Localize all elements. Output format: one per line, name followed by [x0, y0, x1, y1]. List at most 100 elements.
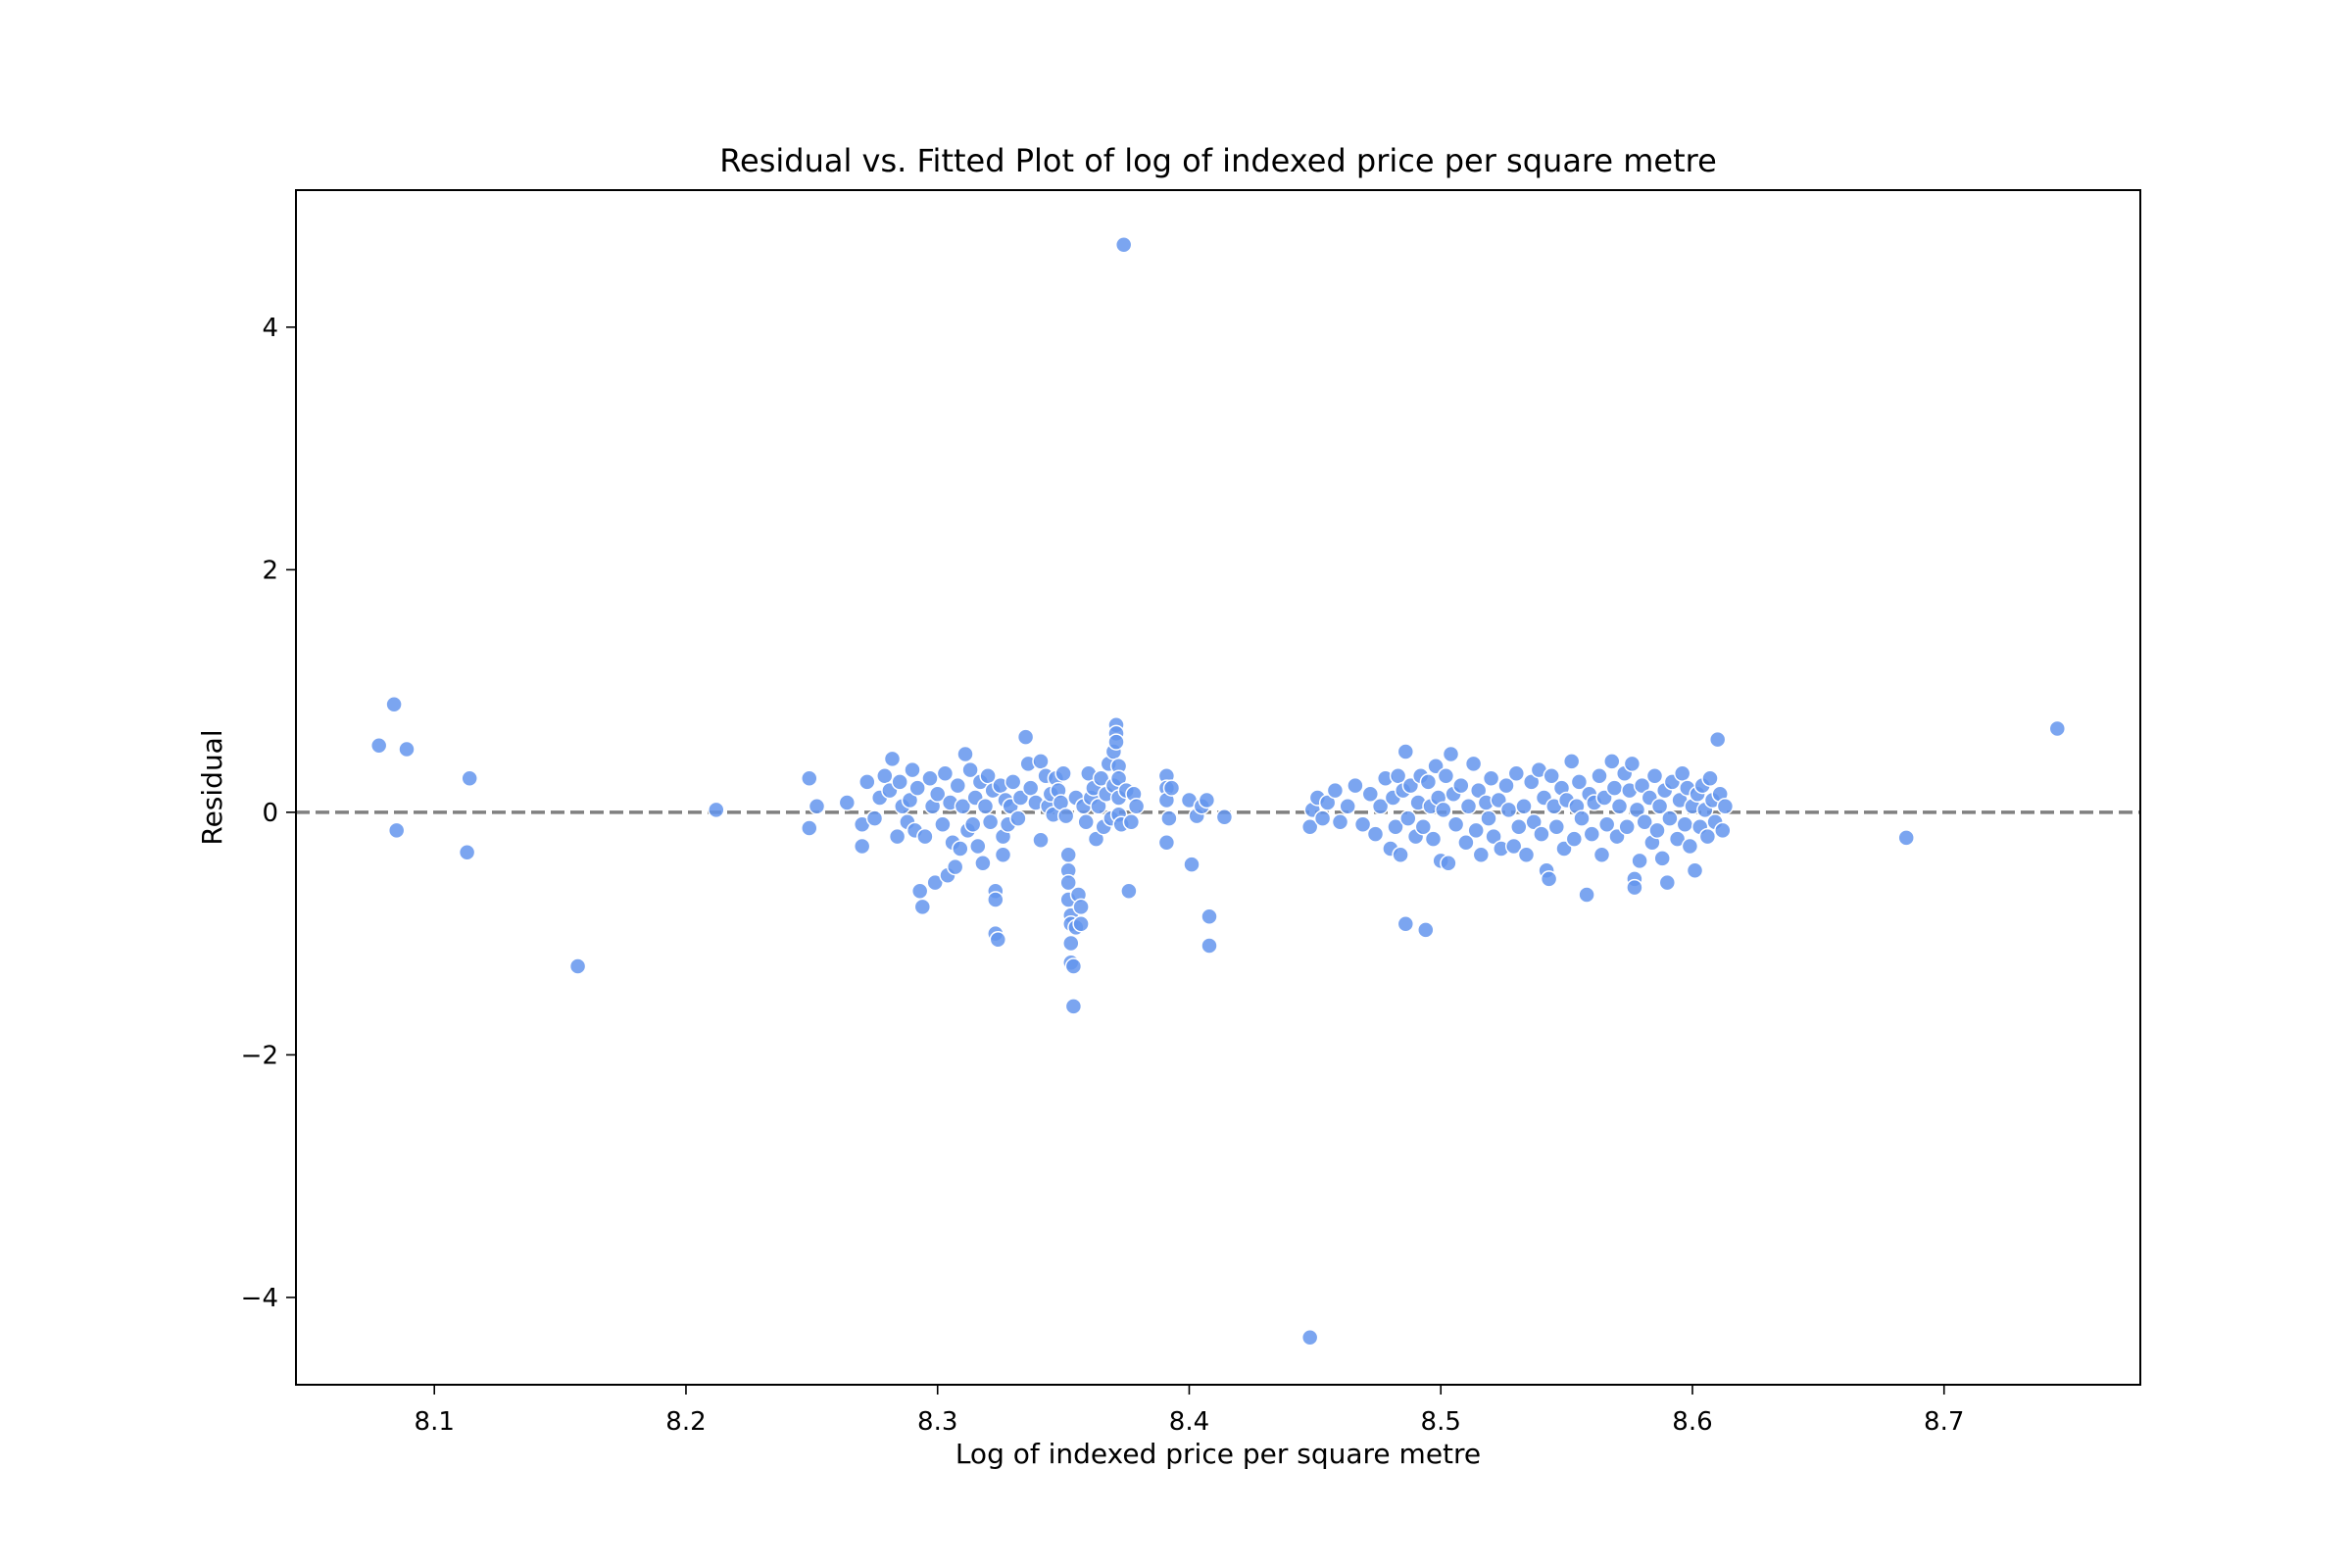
- scatter-point: [921, 769, 939, 787]
- scatter-point: [1543, 766, 1560, 785]
- scatter-point: [974, 855, 992, 872]
- scatter-point: [1653, 850, 1671, 867]
- scatter-point: [1499, 801, 1518, 819]
- scatter-point: [461, 769, 478, 787]
- scatter-point: [1331, 813, 1349, 831]
- scatter-point: [801, 769, 818, 787]
- scatter-point: [1318, 794, 1337, 811]
- x-tick-label: 8.7: [1924, 1407, 1964, 1437]
- scatter-point: [1464, 755, 1483, 773]
- scatter-point: [1714, 821, 1732, 840]
- scatter-point: [1016, 728, 1035, 746]
- scatter-point: [1457, 834, 1475, 852]
- scatter-point: [1127, 797, 1146, 815]
- scatter-point: [1668, 830, 1687, 848]
- x-tick-label: 8.1: [415, 1407, 455, 1437]
- scatter-point: [1064, 957, 1083, 975]
- scatter-point: [1573, 809, 1591, 827]
- x-tick-label: 8.4: [1169, 1407, 1209, 1437]
- scatter-point: [808, 797, 826, 815]
- scatter-point: [1361, 785, 1380, 804]
- scatter-point: [1648, 821, 1666, 840]
- scatter-point: [1716, 797, 1735, 815]
- scatter-point: [961, 760, 979, 779]
- scatter-point: [858, 773, 876, 791]
- scatter-point: [1626, 878, 1643, 897]
- scatter-point: [801, 819, 818, 837]
- scatter-point: [2048, 719, 2067, 738]
- scatter-point: [989, 931, 1007, 949]
- scatter-point: [1592, 846, 1611, 863]
- scatter-point: [1562, 753, 1581, 770]
- scatter-point: [1072, 898, 1090, 916]
- scatter-point: [1673, 764, 1691, 783]
- scatter-point: [1522, 773, 1541, 791]
- scatter-point: [1414, 817, 1433, 836]
- scatter-point: [1507, 764, 1526, 783]
- scatter-point: [1597, 815, 1616, 833]
- scatter-point: [1497, 776, 1515, 795]
- scatter-points: [369, 235, 2067, 1347]
- scatter-point: [1661, 809, 1679, 827]
- x-tick-label: 8.2: [665, 1407, 706, 1437]
- scatter-point: [901, 791, 919, 809]
- scatter-point: [1618, 817, 1636, 836]
- x-axis-ticks: 8.1 8.2 8.3 8.4 8.5 8.6 8.7: [415, 1385, 1964, 1437]
- scatter-point: [1578, 886, 1595, 904]
- scatter-point: [1120, 882, 1138, 901]
- scatter-point: [568, 957, 587, 975]
- scatter-point: [913, 898, 932, 916]
- scatter-point: [1056, 807, 1075, 825]
- scatter-point: [1605, 779, 1624, 797]
- scatter-point: [910, 882, 929, 901]
- scatter-point: [1623, 755, 1642, 773]
- scatter-point: [1583, 825, 1601, 843]
- scatter-point: [1215, 808, 1234, 826]
- scatter-point: [1162, 779, 1181, 797]
- scatter-point: [1698, 827, 1717, 846]
- scatter-point: [1504, 837, 1523, 856]
- scatter-point: [1092, 769, 1110, 787]
- y-axis-label: Residual: [196, 729, 228, 845]
- scatter-point: [888, 827, 906, 846]
- scatter-point: [1064, 998, 1083, 1015]
- scatter-point: [387, 821, 406, 840]
- scatter-point: [928, 785, 947, 804]
- scatter-point: [1009, 809, 1027, 827]
- y-tick-label: 2: [262, 556, 278, 585]
- scatter-point: [1313, 809, 1332, 827]
- scatter-point: [1114, 235, 1133, 254]
- scatter-point: [1686, 861, 1704, 880]
- scatter-point: [1059, 846, 1077, 863]
- x-tick-label: 8.3: [917, 1407, 957, 1437]
- y-tick-label: −2: [241, 1041, 278, 1070]
- scatter-point: [1424, 830, 1443, 848]
- scatter-point: [1160, 809, 1178, 827]
- scatter-point: [1633, 776, 1651, 795]
- scatter-point: [1540, 870, 1558, 888]
- scatter-point: [946, 858, 964, 876]
- scatter-point: [1107, 733, 1125, 751]
- scatter-point: [883, 750, 902, 768]
- scatter-point: [1570, 773, 1589, 791]
- scatter-point: [1300, 1328, 1319, 1347]
- scatter-point: [916, 827, 934, 846]
- scatter-point: [1603, 753, 1621, 770]
- scatter-point: [987, 891, 1004, 908]
- scatter-point: [954, 797, 972, 815]
- x-tick-label: 8.5: [1421, 1407, 1461, 1437]
- scatter-point: [963, 815, 982, 833]
- scatter-point: [1417, 921, 1435, 939]
- scatter-point: [1419, 773, 1438, 791]
- scatter-point: [1392, 846, 1409, 863]
- scatter-point: [1591, 766, 1608, 785]
- scatter-point: [1200, 907, 1218, 926]
- scatter-point: [1435, 801, 1452, 819]
- scatter-point: [1446, 815, 1465, 833]
- scatter-point: [1442, 745, 1460, 763]
- scatter-point: [904, 760, 921, 779]
- scatter-point: [1525, 813, 1543, 831]
- scatter-point: [853, 837, 871, 856]
- scatter-point: [1517, 846, 1536, 863]
